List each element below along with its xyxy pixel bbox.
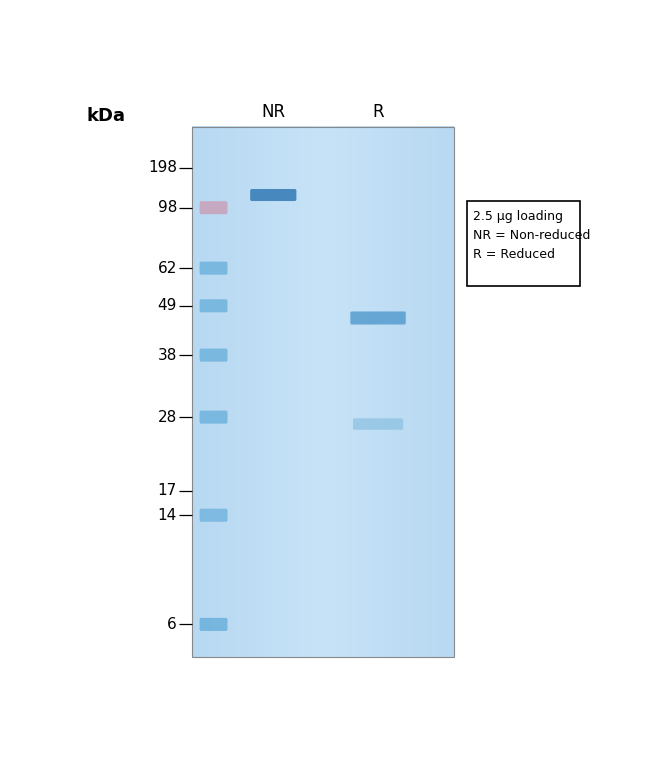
FancyBboxPatch shape (200, 411, 227, 424)
FancyBboxPatch shape (200, 509, 227, 522)
Text: NR: NR (261, 103, 285, 122)
Text: 62: 62 (157, 261, 177, 275)
Bar (192, 127, 454, 657)
FancyBboxPatch shape (350, 311, 406, 324)
Bar (467, 200, 580, 286)
FancyBboxPatch shape (200, 201, 227, 214)
Text: 28: 28 (158, 409, 177, 425)
Text: 49: 49 (157, 298, 177, 314)
Text: 17: 17 (158, 483, 177, 498)
Text: 6: 6 (167, 617, 177, 632)
Text: 198: 198 (148, 161, 177, 175)
FancyBboxPatch shape (200, 349, 227, 362)
FancyBboxPatch shape (200, 262, 227, 275)
FancyBboxPatch shape (250, 189, 296, 201)
FancyBboxPatch shape (200, 618, 227, 631)
FancyBboxPatch shape (353, 418, 403, 430)
Text: 38: 38 (157, 347, 177, 363)
Text: kDa: kDa (86, 106, 125, 125)
Text: 98: 98 (157, 200, 177, 215)
Text: 2.5 μg loading
NR = Non-reduced
R = Reduced: 2.5 μg loading NR = Non-reduced R = Redu… (473, 210, 590, 261)
FancyBboxPatch shape (200, 299, 227, 312)
Text: 14: 14 (158, 508, 177, 522)
Text: R: R (372, 103, 384, 122)
